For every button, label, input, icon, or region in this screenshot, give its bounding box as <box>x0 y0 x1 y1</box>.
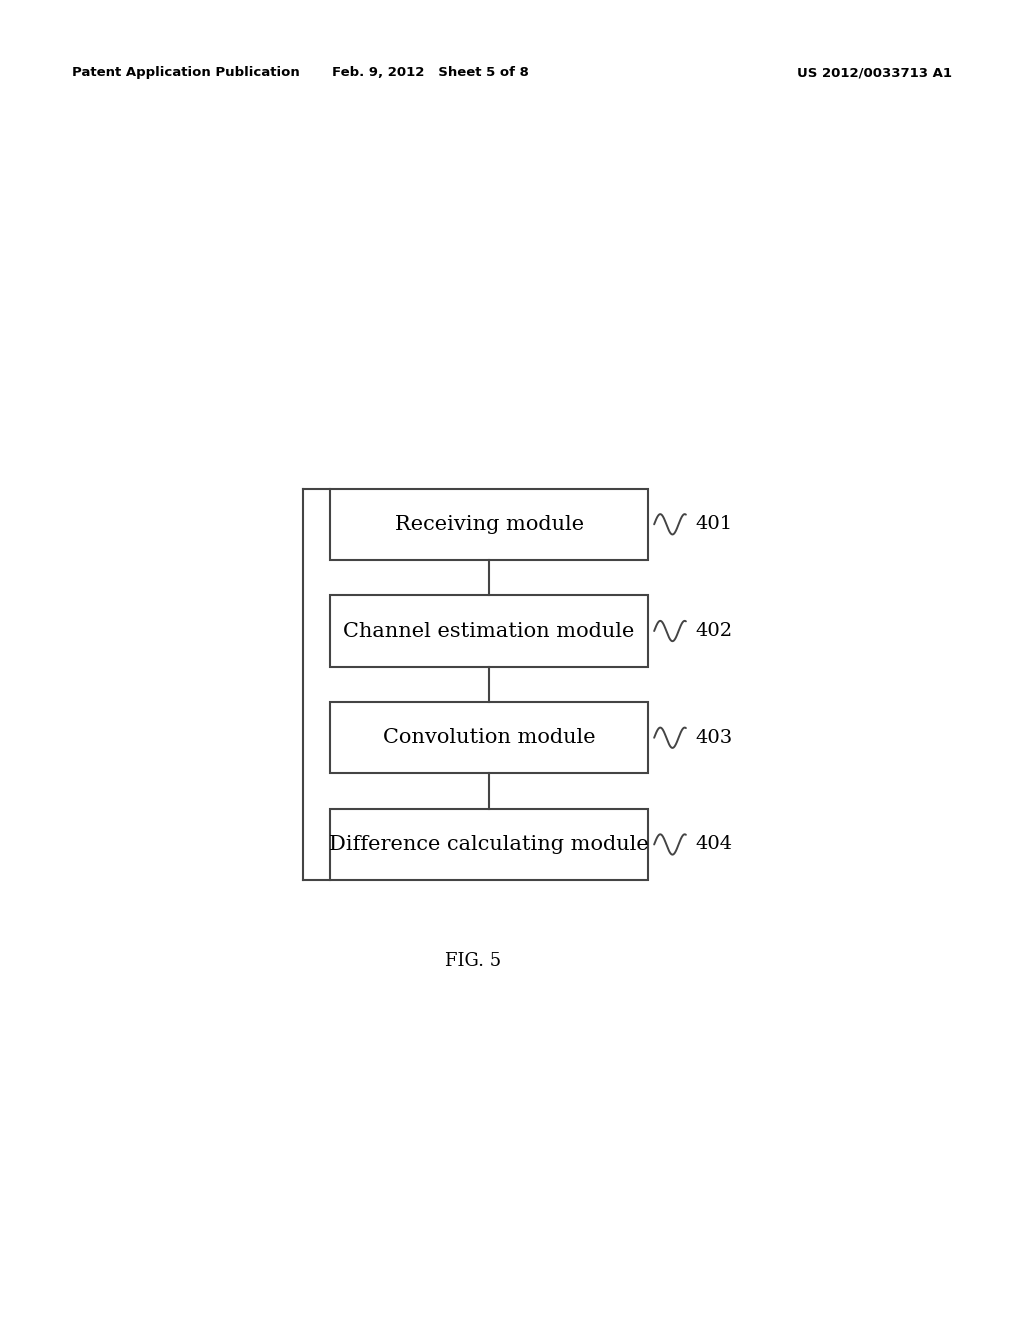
Bar <box>331 488 648 560</box>
Text: Receiving module: Receiving module <box>394 515 584 533</box>
Text: Patent Application Publication: Patent Application Publication <box>72 66 299 79</box>
Bar <box>331 702 648 774</box>
Text: US 2012/0033713 A1: US 2012/0033713 A1 <box>798 66 952 79</box>
Text: FIG. 5: FIG. 5 <box>445 952 502 970</box>
Text: Convolution module: Convolution module <box>383 729 595 747</box>
Bar <box>331 595 648 667</box>
Text: 403: 403 <box>695 729 733 747</box>
Text: 404: 404 <box>695 836 732 854</box>
Bar <box>331 809 648 880</box>
Text: Channel estimation module: Channel estimation module <box>343 622 635 640</box>
Text: Difference calculating module: Difference calculating module <box>329 836 649 854</box>
Text: Feb. 9, 2012   Sheet 5 of 8: Feb. 9, 2012 Sheet 5 of 8 <box>332 66 528 79</box>
Text: 402: 402 <box>695 622 732 640</box>
Text: 401: 401 <box>695 515 732 533</box>
